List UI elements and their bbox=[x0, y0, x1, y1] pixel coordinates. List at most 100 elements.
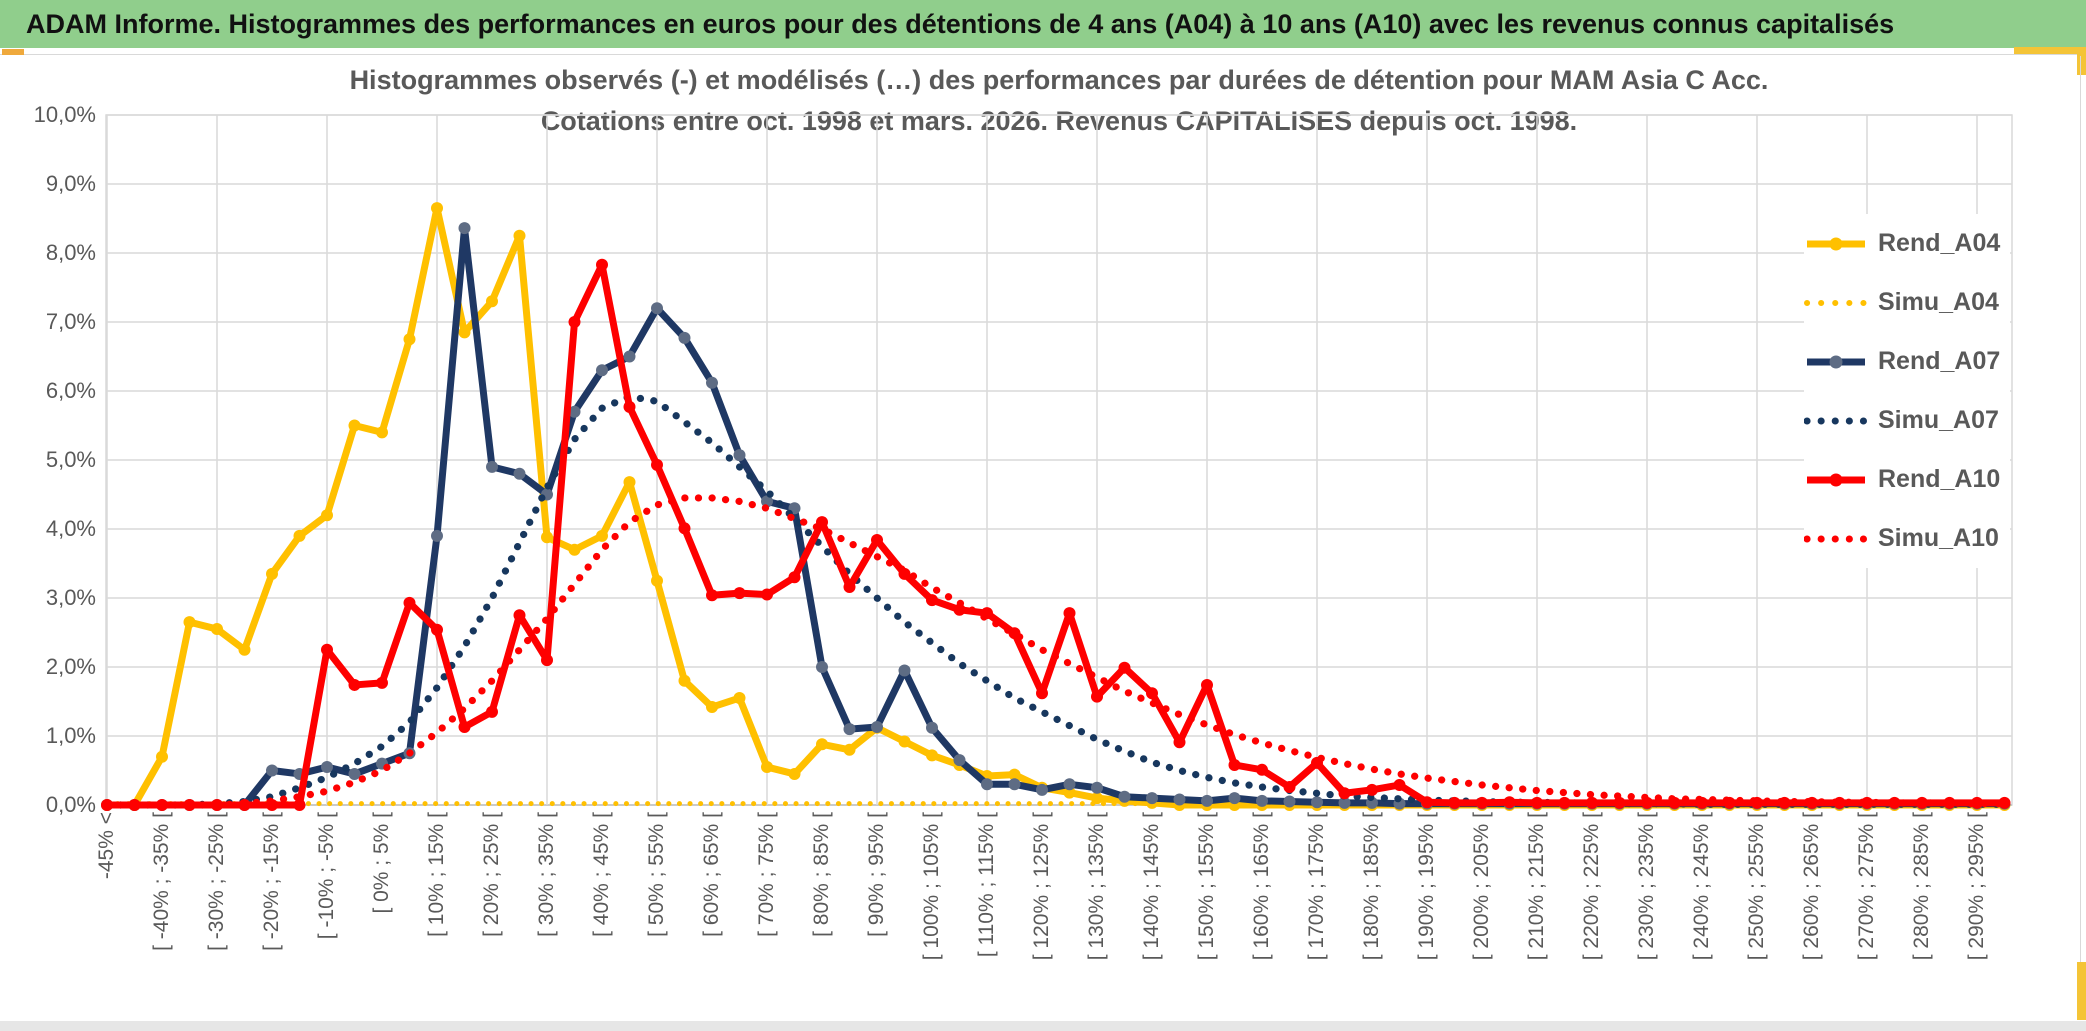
marker-rend_a10 bbox=[1503, 796, 1516, 809]
x-tick-label: [ 270% ; 275% [ bbox=[1855, 812, 1878, 961]
x-tick-label: [ 30% ; 35% [ bbox=[535, 812, 558, 937]
x-tick-label: [ 40% ; 45% [ bbox=[590, 812, 613, 937]
marker-rend_a07 bbox=[266, 764, 278, 777]
marker-rend_a07 bbox=[1008, 778, 1021, 791]
marker-rend_a07 bbox=[513, 467, 526, 480]
marker-rend_a07 bbox=[678, 331, 691, 344]
marker-rend_a07 bbox=[761, 495, 773, 508]
series-line-rend_a04 bbox=[107, 204, 2005, 809]
legend-label: Simu_A10 bbox=[1878, 524, 1999, 552]
marker-rend_a04 bbox=[1063, 786, 1076, 799]
marker-rend_a07 bbox=[816, 661, 828, 673]
x-tick-label: [ 20% ; 25% [ bbox=[480, 812, 503, 937]
marker-rend_a07 bbox=[1146, 792, 1158, 805]
marker-rend_a10 bbox=[1586, 796, 1598, 809]
chart-right-border bbox=[2080, 56, 2081, 1018]
marker-rend_a04 bbox=[1091, 792, 1103, 805]
x-tick-label: [ 280% ; 285% [ bbox=[1910, 812, 1933, 961]
y-tick-label: 8,0% bbox=[45, 240, 96, 265]
marker-rend_a10 bbox=[623, 400, 636, 413]
marker-rend_a10 bbox=[403, 596, 416, 609]
marker-rend_a04 bbox=[541, 531, 553, 544]
marker-rend_a07 bbox=[1311, 796, 1323, 809]
marker-rend_a07 bbox=[348, 767, 361, 780]
marker-rend_a07 bbox=[926, 721, 938, 734]
marker-rend_a10 bbox=[486, 705, 498, 718]
legend-item-rend_a07[interactable]: Rend_A07 bbox=[1804, 332, 2010, 391]
marker-rend_a04 bbox=[788, 767, 801, 780]
marker-rend_a10 bbox=[568, 316, 581, 328]
x-tick-label: [ 260% ; 265% [ bbox=[1800, 812, 1823, 961]
y-tick-label: 5,0% bbox=[45, 447, 96, 472]
legend-swatch-simu_a07 bbox=[1804, 417, 1868, 424]
marker-rend_a07 bbox=[1173, 793, 1186, 806]
marker-rend_a04 bbox=[348, 419, 361, 432]
legend-label: Rend_A10 bbox=[1878, 465, 2001, 493]
legend-label: Simu_A04 bbox=[1878, 288, 1999, 316]
cell-border-accent-top-right bbox=[2014, 47, 2086, 54]
marker-rend_a10 bbox=[733, 587, 746, 600]
chart-title-line1: Histogrammes observés (-) et modélisés (… bbox=[349, 65, 1769, 95]
legend-item-rend_a04[interactable]: Rend_A04 bbox=[1804, 214, 2010, 273]
marker-rend_a04 bbox=[486, 295, 498, 308]
x-tick-label: [ 10% ; 15% [ bbox=[425, 812, 448, 937]
legend-item-simu_a04[interactable]: Simu_A04 bbox=[1804, 273, 2010, 332]
marker-rend_a10 bbox=[1091, 690, 1103, 703]
marker-rend_a10 bbox=[431, 623, 443, 636]
marker-rend_a04 bbox=[293, 529, 306, 542]
row-divider bbox=[0, 54, 2086, 55]
legend-item-simu_a07[interactable]: Simu_A07 bbox=[1804, 391, 2010, 450]
marker-rend_a10 bbox=[788, 571, 801, 584]
marker-rend_a04 bbox=[1008, 768, 1021, 781]
marker-rend_a04 bbox=[843, 743, 856, 756]
marker-rend_a10 bbox=[651, 458, 663, 471]
y-tick-label: 7,0% bbox=[45, 309, 96, 334]
legend-label: Simu_A07 bbox=[1878, 406, 1999, 434]
cell-border-accent-left bbox=[2, 49, 24, 55]
y-tick-label: 0,0% bbox=[45, 792, 96, 817]
legend-swatch-rend_a04 bbox=[1807, 237, 1865, 250]
legend-item-simu_a10[interactable]: Simu_A10 bbox=[1804, 509, 2010, 568]
y-tick-label: 4,0% bbox=[45, 516, 96, 541]
marker-rend_a10 bbox=[1338, 787, 1351, 800]
y-tick-label: 10,0% bbox=[33, 102, 96, 127]
y-tick-label: 2,0% bbox=[45, 654, 96, 679]
marker-rend_a04 bbox=[733, 692, 746, 705]
x-tick-label: -45% < bbox=[95, 812, 118, 880]
marker-rend_a04 bbox=[596, 529, 608, 542]
marker-rend_a10 bbox=[321, 643, 333, 656]
legend-swatch-rend_a10 bbox=[1807, 473, 1865, 486]
marker-rend_a10 bbox=[1613, 796, 1626, 809]
marker-rend_a07 bbox=[1228, 792, 1241, 805]
legend-item-rend_a10[interactable]: Rend_A10 bbox=[1804, 450, 2010, 509]
x-tick-label: [ 80% ; 85% [ bbox=[810, 812, 833, 937]
marker-rend_a07 bbox=[486, 460, 498, 473]
legend-swatch-rend_a07 bbox=[1807, 355, 1865, 368]
x-tick-label: [ 100% ; 105% [ bbox=[920, 812, 943, 961]
marker-rend_a07 bbox=[596, 364, 608, 377]
marker-rend_a07 bbox=[1283, 795, 1296, 808]
marker-rend_a10 bbox=[1201, 678, 1213, 691]
x-tick-label: [ 190% ; 195% [ bbox=[1415, 812, 1438, 961]
chart-legend: Rend_A04 Simu_A04 Rend_A07 Simu_A07 Rend_A10… bbox=[1804, 214, 2010, 568]
x-tick-label: [ 210% ; 215% [ bbox=[1525, 812, 1548, 961]
x-tick-label: [ -40% ; -35% [ bbox=[150, 812, 173, 951]
marker-rend_a04 bbox=[651, 574, 663, 587]
x-tick-label: [ -30% ; -25% [ bbox=[205, 812, 228, 951]
marker-rend_a10 bbox=[1558, 796, 1571, 809]
marker-rend_a04 bbox=[183, 616, 196, 629]
cell-border-accent-right bbox=[2077, 47, 2086, 75]
marker-rend_a10 bbox=[1118, 661, 1131, 674]
marker-rend_a07 bbox=[1201, 794, 1213, 807]
marker-rend_a10 bbox=[541, 654, 553, 667]
marker-rend_a04 bbox=[898, 735, 911, 748]
marker-rend_a10 bbox=[871, 534, 883, 547]
marker-rend_a10 bbox=[1531, 796, 1543, 809]
marker-rend_a07 bbox=[898, 664, 911, 677]
x-tick-label: [ 170% ; 175% [ bbox=[1305, 812, 1328, 961]
marker-rend_a07 bbox=[1338, 796, 1351, 809]
series-line-simu_a07 bbox=[103, 392, 2009, 809]
marker-rend_a10 bbox=[1393, 778, 1406, 791]
marker-rend_a10 bbox=[596, 258, 608, 271]
